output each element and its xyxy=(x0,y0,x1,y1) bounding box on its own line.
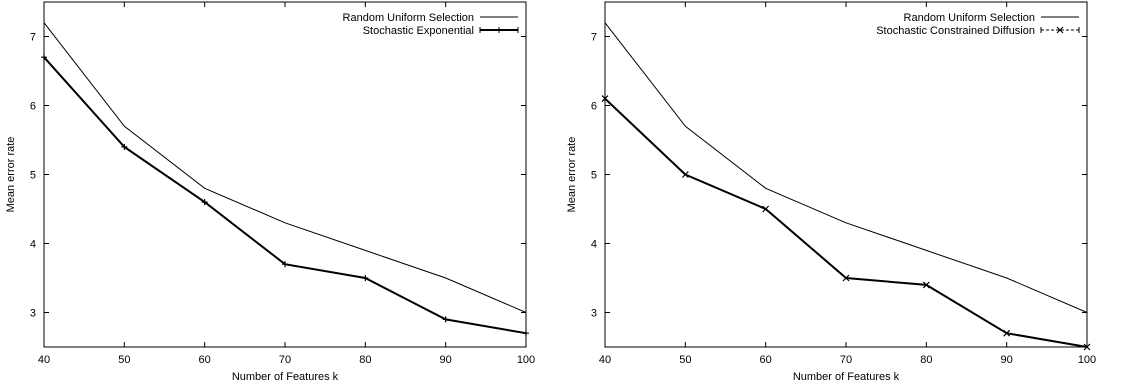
chart-left-panel: 40 50 60 70 80 90 100 3 4 5 6 7 Number of Features k… xyxy=(5,1,535,383)
y-tick-label: 4 xyxy=(30,239,36,251)
x-tick-label: 50 xyxy=(679,354,691,366)
y-tick-label: 7 xyxy=(30,32,36,44)
plot-frame xyxy=(43,1,527,348)
y-tick-label: 4 xyxy=(591,239,597,251)
y-tick-label: 3 xyxy=(591,308,597,320)
data-point-marker xyxy=(842,274,850,282)
chart-left: 40 50 60 70 80 90 100 3 4 5 6 7 Number of Features k… xyxy=(5,1,535,383)
data-point-marker xyxy=(681,171,689,178)
data-point-marker xyxy=(1083,343,1091,351)
x-tick-label: 80 xyxy=(920,354,932,366)
y-axis-label: Mean error rate xyxy=(5,137,17,213)
legend-label-1: Random Uniform Selection xyxy=(343,12,474,24)
plot-frame xyxy=(604,1,1088,348)
y-tick-label: 6 xyxy=(591,101,597,113)
y-axis-label: Mean error rate xyxy=(566,137,578,213)
x-axis-label: Number of Features k xyxy=(793,371,900,383)
x-tick-label: 60 xyxy=(199,354,211,366)
legend-swatch-marker xyxy=(1040,26,1080,34)
x-tick-label: 100 xyxy=(1078,354,1096,366)
data-point-marker xyxy=(362,275,369,281)
data-point-marker xyxy=(201,199,208,206)
series-line-2 xyxy=(43,56,527,335)
data-point-marker xyxy=(922,281,930,289)
legend-swatch-marker xyxy=(479,27,519,33)
data-point-marker xyxy=(442,316,449,323)
data-point-marker xyxy=(121,143,128,150)
x-tick-label: 40 xyxy=(599,354,611,366)
data-point-marker xyxy=(523,330,529,337)
x-tick-label: 100 xyxy=(517,354,535,366)
data-point-marker xyxy=(41,54,47,61)
x-tick-label: 40 xyxy=(38,354,50,366)
legend-label-2: Stochastic Constrained Diffusion xyxy=(876,25,1035,37)
chart-right-panel: 40 50 60 70 80 90 100 3 4 5 6 7 Number of Features k… xyxy=(561,0,1122,388)
data-point-marker xyxy=(762,205,770,213)
data-point-marker xyxy=(1003,329,1011,337)
y-tick-label: 5 xyxy=(30,170,36,182)
y-tick-label: 3 xyxy=(30,308,36,320)
data-point-marker xyxy=(601,95,609,103)
y-tick-label: 7 xyxy=(591,32,597,44)
series-line-1 xyxy=(604,22,1088,313)
x-tick-label: 60 xyxy=(760,354,772,366)
chart-right: 40 50 60 70 80 90 100 3 4 5 6 7 Number of Features k… xyxy=(566,1,1096,383)
x-tick-label: 70 xyxy=(279,354,291,366)
legend-label-1: Random Uniform Selection xyxy=(904,12,1035,24)
x-tick-label: 90 xyxy=(1001,354,1013,366)
x-axis-label: Number of Features k xyxy=(232,371,339,383)
series-line-1 xyxy=(43,22,527,313)
x-tick-label: 70 xyxy=(840,354,852,366)
data-point-marker xyxy=(282,261,288,268)
y-tick-label: 6 xyxy=(30,101,36,113)
legend-label-2: Stochastic Exponential xyxy=(363,25,474,37)
x-tick-label: 80 xyxy=(359,354,371,366)
x-tick-label: 50 xyxy=(118,354,130,366)
y-tick-label: 5 xyxy=(591,170,597,182)
x-tick-label: 90 xyxy=(440,354,452,366)
